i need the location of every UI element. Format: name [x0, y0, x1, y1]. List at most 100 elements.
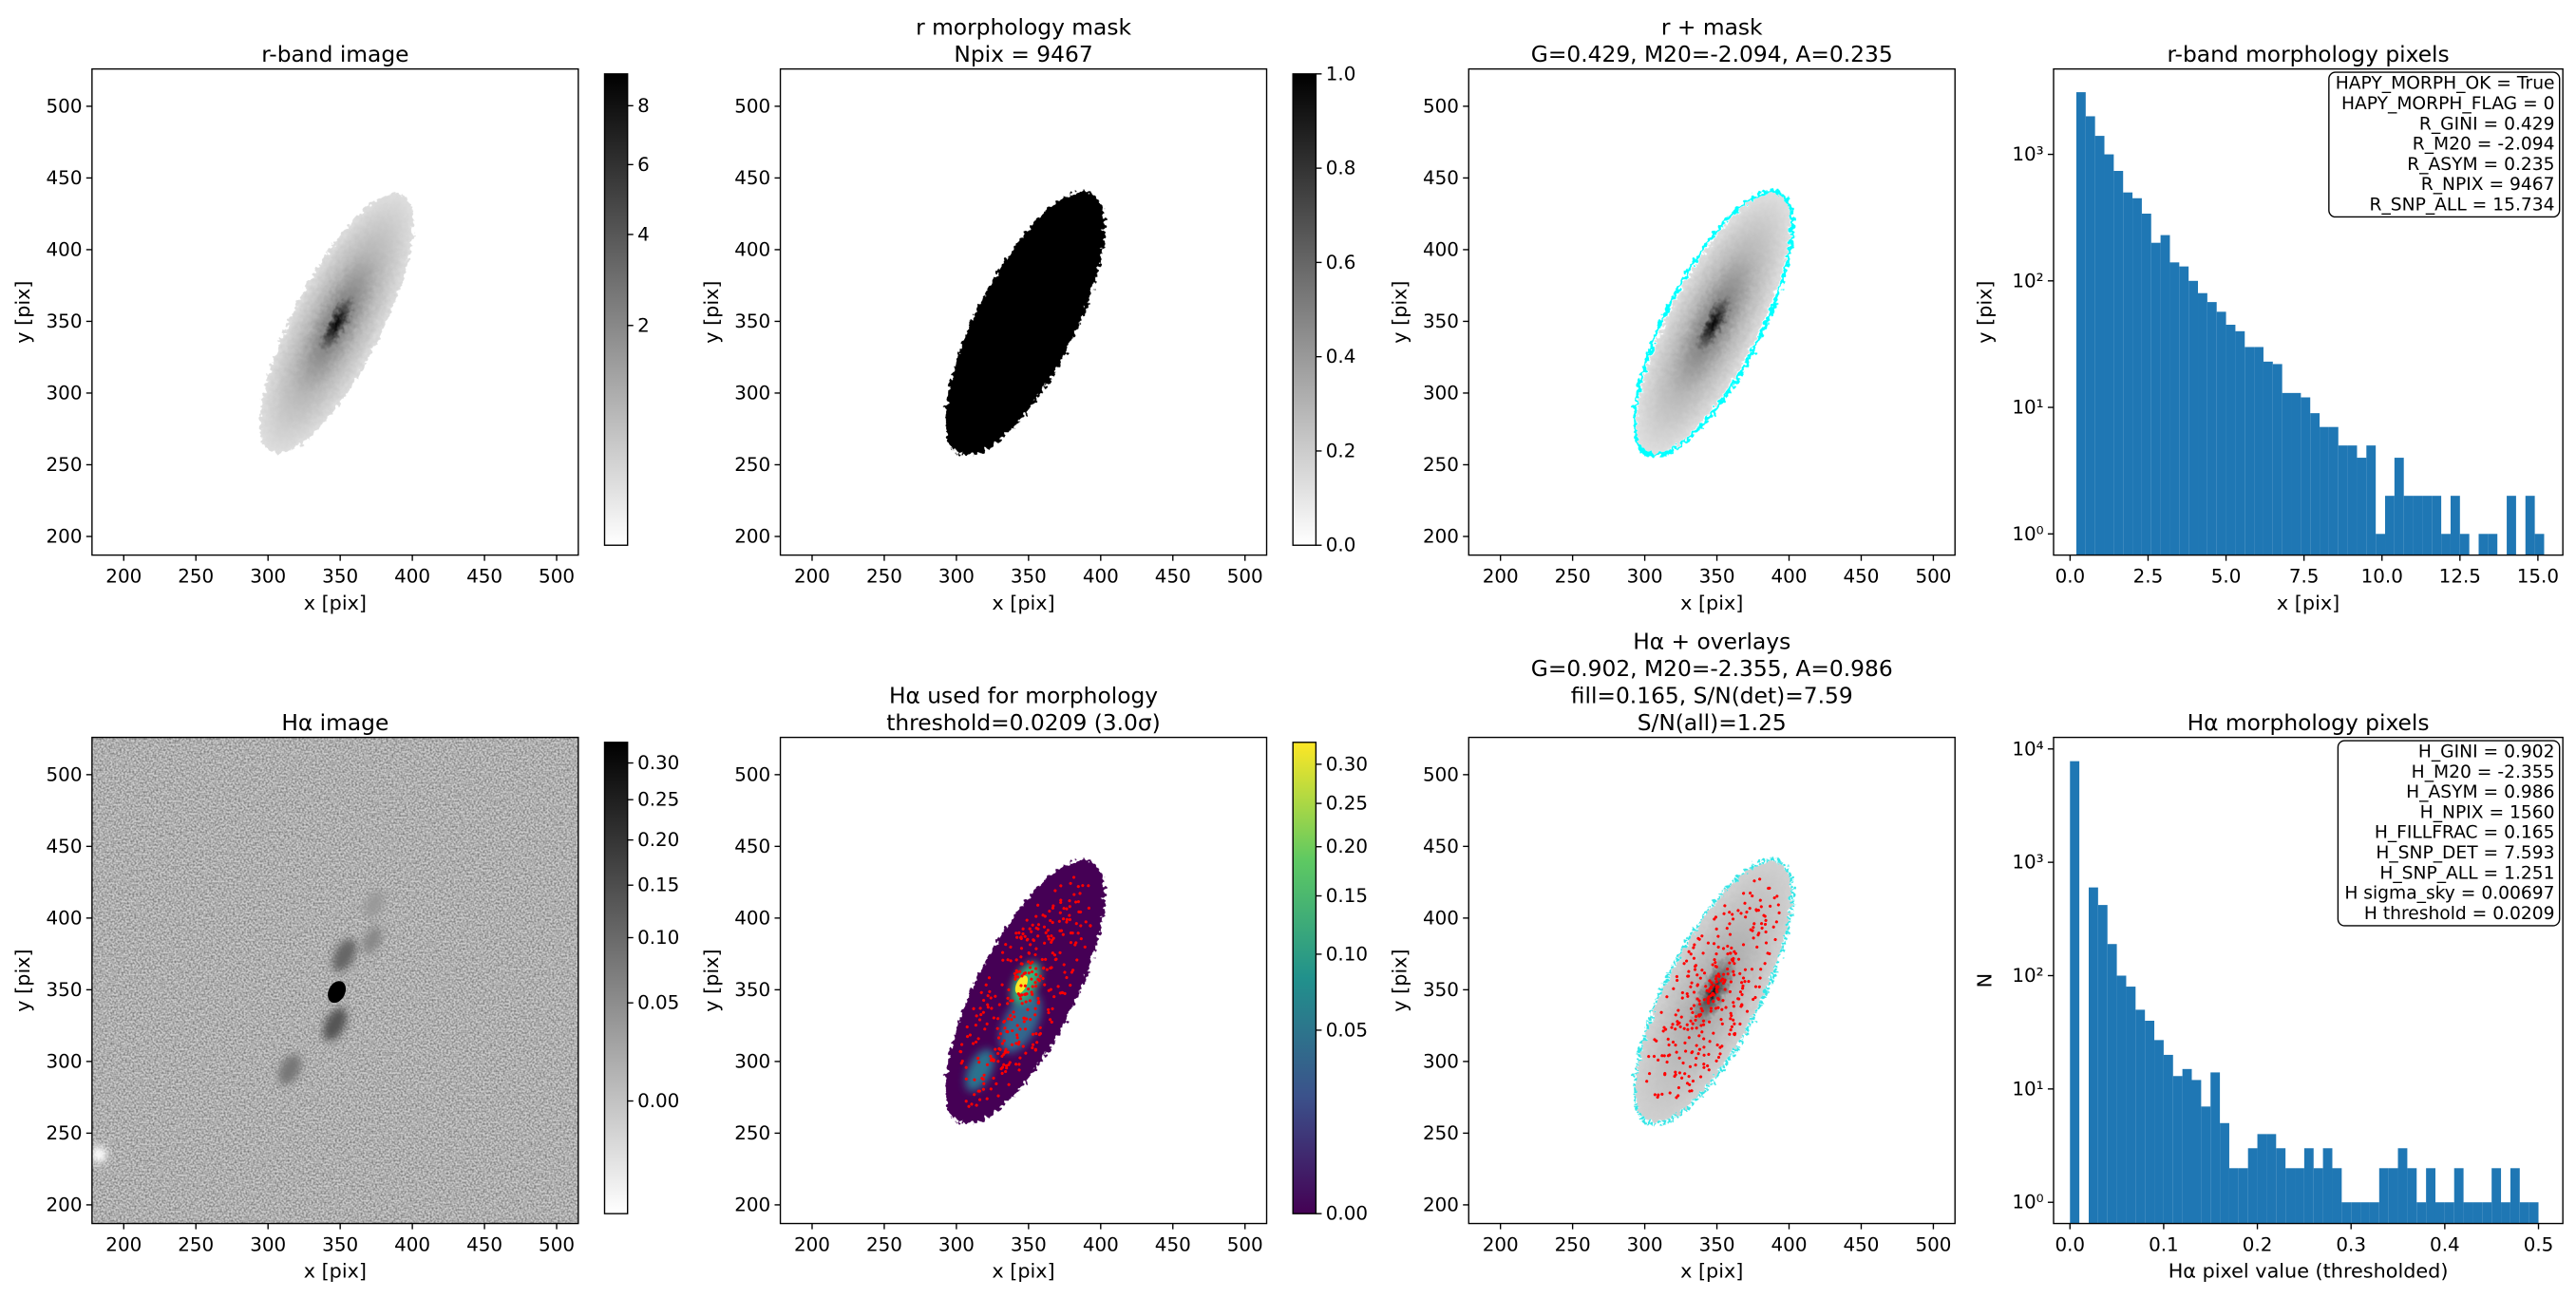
detection-pixel: [1677, 1021, 1681, 1025]
detection-pixel: [1018, 969, 1022, 973]
panel-title: r + mask: [1661, 14, 1763, 41]
detection-pixel: [994, 994, 997, 998]
hist-bar: [2257, 1134, 2267, 1224]
detection-pixel: [1714, 1059, 1718, 1063]
detection-pixel: [965, 1025, 969, 1029]
detection-pixel: [1750, 968, 1754, 971]
detection-pixel: [1702, 1065, 1706, 1069]
detection-pixel: [1767, 886, 1771, 891]
emission-blob: [362, 926, 383, 954]
y-tick-label: 400: [734, 238, 770, 260]
y-tick-label: 250: [47, 454, 83, 476]
mask-region: [945, 191, 1106, 456]
axes-frame: [91, 736, 579, 1225]
detection-pixel: [1721, 947, 1726, 950]
detection-pixel: [1689, 1019, 1693, 1023]
detection-pixel: [1714, 980, 1718, 984]
detection-pixel: [1702, 1063, 1706, 1066]
hist-bar: [2263, 361, 2273, 555]
detection-pixel: [1032, 938, 1036, 943]
hist-bar: [2107, 944, 2117, 1224]
panel: Hα image 200 250 300 350 400 450 500 200 250 300 35…: [11, 709, 679, 1283]
detection-pixel: [1045, 968, 1049, 971]
detection-pixel: [1072, 893, 1076, 896]
detection-pixel: [1714, 952, 1718, 956]
hist-bar: [2113, 170, 2124, 555]
detection-pixel: [1688, 1064, 1692, 1068]
detection-pixel: [1724, 1006, 1728, 1009]
detection-pixel: [1024, 1000, 1028, 1004]
axes-frame: [2053, 736, 2564, 1225]
detection-pixel: [1755, 945, 1759, 949]
detection-pixel: [1007, 1063, 1011, 1066]
emission-core: [328, 981, 347, 1004]
detection-pixel: [1714, 988, 1718, 992]
detection-pixel: [1007, 988, 1011, 991]
hist-bar: [2094, 136, 2105, 555]
detection-pixel: [997, 1003, 1001, 1006]
annotation-line: H_ASYM = 0.986: [2406, 782, 2554, 802]
emission-blob: [364, 890, 385, 918]
annotation-line: R_GINI = 0.429: [2419, 114, 2555, 134]
hist-bar: [2272, 364, 2282, 555]
detection-pixel: [1660, 1092, 1664, 1096]
y-tick-label: 250: [734, 1122, 770, 1144]
detection-pixel: [1012, 1010, 1015, 1014]
detection-pixel: [1756, 933, 1760, 937]
detection-pixel: [1729, 951, 1733, 955]
detection-pixel: [985, 1097, 989, 1100]
detection-pixel: [1044, 957, 1048, 961]
detection-pixel: [1087, 884, 1090, 888]
detection-pixel: [1047, 988, 1051, 992]
x-tick-label: 200: [794, 566, 830, 588]
detection-pixel: [964, 1077, 968, 1081]
panel: r-band morphology pixels 0.0 2.5 5.0 7.5 10.0…: [1973, 41, 2564, 614]
detection-pixel: [1702, 971, 1707, 975]
mask-contour: [1633, 857, 1794, 1126]
detection-pixel: [1050, 1020, 1053, 1025]
colorbar-tick-label: 6: [637, 154, 650, 176]
axes-frame: [91, 67, 579, 556]
detection-pixel: [1707, 1052, 1711, 1056]
detection-pixel: [984, 983, 988, 987]
detection-pixel: [1065, 907, 1069, 911]
detection-pixel: [992, 1016, 995, 1020]
detection-pixel: [1047, 1010, 1051, 1015]
detection-pixel: [1725, 927, 1729, 931]
detection-pixel: [1058, 911, 1062, 914]
galaxy-light: [259, 193, 414, 454]
detection-pixel: [1065, 920, 1069, 924]
detection-pixel: [1019, 997, 1023, 1001]
hist-bar: [2488, 534, 2498, 555]
x-tick-label: 400: [1083, 1234, 1119, 1256]
annotation-line: H_NPIX = 1560: [2420, 802, 2555, 822]
detection-pixel: [1741, 984, 1745, 988]
detection-pixel: [1677, 1071, 1682, 1075]
detection-pixel: [1697, 1047, 1701, 1051]
y-axis-label: y [pix]: [1389, 280, 1411, 343]
detection-pixel: [1721, 981, 1725, 986]
detection-pixel: [980, 1077, 984, 1081]
detection-pixel: [1762, 913, 1766, 917]
detection-pixel: [1760, 926, 1764, 930]
y-tick-label: 400: [47, 907, 83, 929]
x-axis-label: x [pix]: [1680, 592, 1743, 614]
detection-pixel: [1016, 992, 1020, 996]
detection-pixel: [1698, 1002, 1702, 1006]
detection-pixel: [1079, 924, 1083, 928]
detection-pixel: [1733, 950, 1736, 953]
detection-pixel: [1744, 915, 1748, 919]
colorbar-tick-label: 0.8: [1326, 158, 1356, 179]
detection-pixel: [1019, 947, 1024, 950]
detection-pixel: [1042, 925, 1047, 929]
detection-pixel: [1708, 979, 1712, 983]
detection-pixel: [975, 1040, 978, 1044]
detection-pixel: [1034, 967, 1038, 970]
detection-pixel: [1687, 950, 1691, 953]
detection-pixel: [1695, 997, 1699, 1001]
detection-pixel: [1033, 1047, 1037, 1051]
detection-pixel: [1051, 904, 1055, 908]
hist-bar: [2198, 292, 2207, 555]
detection-pixel: [1048, 910, 1051, 913]
detection-pixel: [1014, 958, 1018, 962]
